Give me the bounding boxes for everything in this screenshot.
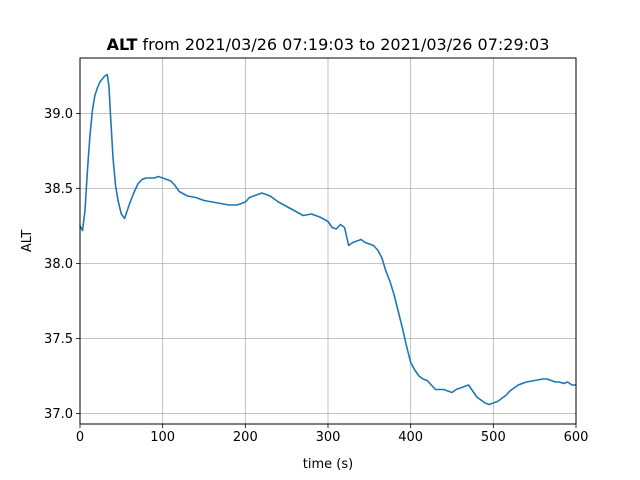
y-tick-label: 37.5 — [44, 332, 73, 347]
y-tick-label: 37.0 — [44, 407, 73, 422]
x-tick-label: 400 — [398, 430, 423, 445]
series-line-0 — [79, 73, 577, 406]
y-tick-label: 38.0 — [44, 257, 73, 272]
x-tick-label: 300 — [316, 430, 341, 445]
chart-title-bold: ALT — [107, 35, 138, 54]
x-axis-ticks: 0 100 200 300 400 500 600 — [76, 424, 589, 445]
x-tick-label: 0 — [76, 430, 84, 445]
x-tick-label: 200 — [233, 430, 258, 445]
y-tick-label: 39.0 — [44, 107, 73, 122]
chart-title-rest: from 2021/03/26 07:19:03 to 2021/03/26 0… — [137, 35, 549, 54]
x-tick-label: 600 — [564, 430, 589, 445]
y-axis-ticks: 37.0 37.5 38.0 38.5 39.0 — [44, 107, 80, 422]
x-tick-label: 500 — [481, 430, 506, 445]
chart-title: ALT from 2021/03/26 07:19:03 to 2021/03/… — [107, 35, 550, 54]
x-tick-label: 100 — [150, 430, 175, 445]
grid-lines — [79, 58, 577, 424]
y-axis-label: ALT — [20, 230, 35, 252]
x-axis-label: time (s) — [303, 457, 353, 472]
y-tick-label: 38.5 — [44, 182, 73, 197]
series-layer — [79, 73, 577, 406]
